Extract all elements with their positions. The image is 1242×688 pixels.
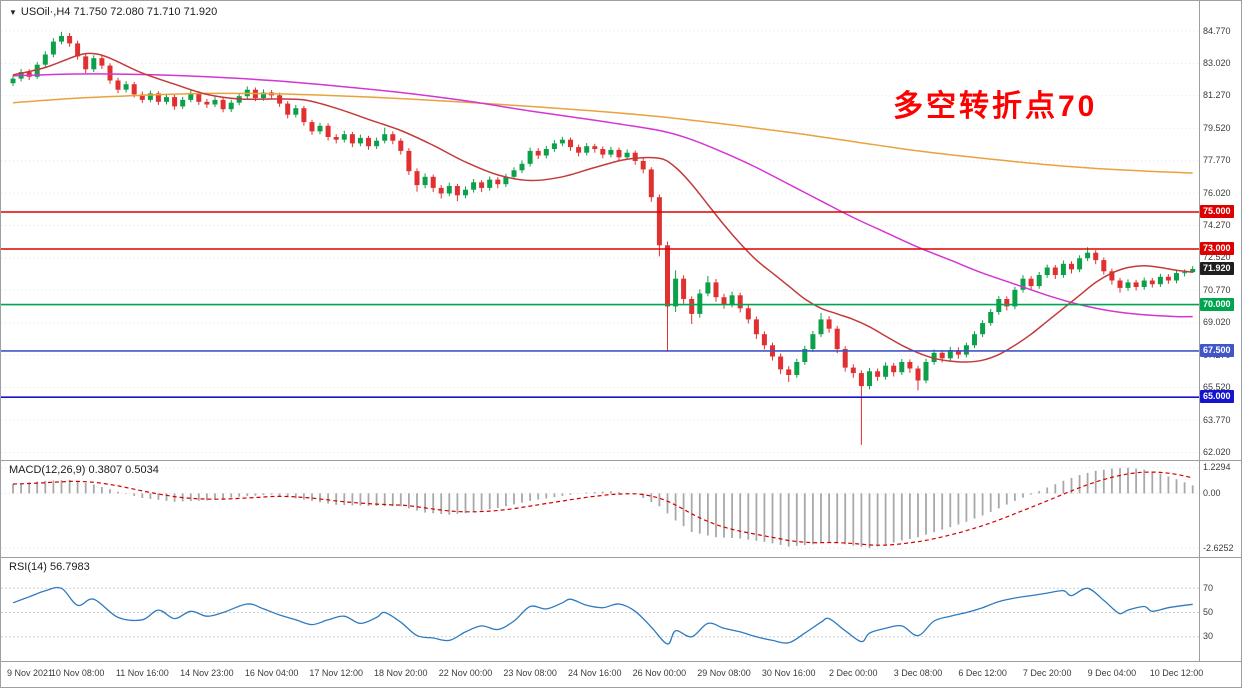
price-tick-label: 77.770 [1203, 155, 1231, 166]
level-price-tag: 75.000 [1200, 205, 1234, 218]
time-tick-label: 10 Nov 08:00 [50, 668, 105, 678]
current-price-tag: 71.920 [1200, 262, 1234, 275]
time-tick-label: 29 Nov 08:00 [697, 668, 751, 678]
candlestick-chart-canvas[interactable] [1, 1, 1199, 460]
price-tick-label: 72.520 [1203, 252, 1231, 263]
level-price-tag: 73.000 [1200, 242, 1234, 255]
rsi-indicator-label: RSI(14) 56.7983 [9, 561, 90, 573]
time-tick-label: 2 Dec 00:00 [829, 668, 878, 678]
price-tick-label: 83.020 [1203, 57, 1231, 68]
price-tick-label: 79.520 [1203, 122, 1231, 133]
price-tick-label: 63.770 [1203, 414, 1231, 425]
time-tick-label: 17 Nov 12:00 [309, 668, 363, 678]
price-tick-label: 81.270 [1203, 90, 1231, 101]
price-tick-label: 65.520 [1203, 382, 1231, 393]
time-tick-label: 22 Nov 00:00 [438, 668, 493, 678]
rsi-chart-canvas[interactable] [1, 558, 1199, 661]
chart-title: ▼ USOil·,H4 71.750 72.080 71.710 71.920 [9, 6, 217, 18]
chart-symbol-label: USOil·,H4 [20, 6, 71, 18]
price-tick-label: 69.020 [1203, 317, 1231, 328]
time-tick-label: 6 Dec 12:00 [958, 668, 1007, 678]
macd-axis-label: 1.2294 [1203, 462, 1231, 473]
price-tick-label: 76.020 [1203, 187, 1231, 198]
time-axis[interactable]: 9 Nov 2021 10 Nov 08:00 11 Nov 16:00 14 Nov… [1, 662, 1241, 687]
time-tick-label: 24 Nov 16:00 [568, 668, 622, 678]
price-tick-label: 84.770 [1203, 25, 1231, 36]
time-tick-label: 9 Dec 04:00 [1087, 668, 1137, 678]
time-tick-label: 26 Nov 00:00 [632, 668, 687, 678]
symbol-list-triangle-icon[interactable]: ▼ [9, 8, 17, 17]
chart-ohlc-values: 71.750 72.080 71.710 71.920 [73, 6, 218, 18]
price-tick-label: 74.270 [1203, 220, 1231, 230]
rsi-axis-label: 50 [1203, 607, 1214, 617]
level-price-tag: 65.000 [1200, 390, 1234, 404]
price-tick-label: 70.770 [1203, 284, 1231, 295]
time-tick-label: 14 Nov 23:00 [180, 668, 234, 678]
time-tick-label: 18 Nov 20:00 [374, 668, 428, 678]
time-tick-label: 7 Dec 20:00 [1022, 668, 1072, 678]
time-tick-label: 3 Dec 08:00 [893, 668, 943, 678]
time-axis-divider [1, 661, 1241, 662]
level-price-tag: 67.500 [1200, 343, 1234, 357]
time-tick-label: 10 Dec 12:00 [1149, 668, 1204, 678]
rsi-axis-label: 70 [1203, 582, 1214, 593]
macd-chart-canvas[interactable] [1, 461, 1199, 556]
chart-annotation-text: 多空转折点70 [893, 90, 1098, 123]
time-tick-label: 11 Nov 16:00 [115, 668, 169, 678]
macd-indicator-label: MACD(12,26,9) 0.3807 0.5034 [9, 464, 159, 476]
macd-axis-label: 0.00 [1203, 487, 1221, 498]
price-tick-label: 62.020 [1203, 446, 1231, 457]
macd-axis-label: -2.6252 [1203, 542, 1234, 553]
rsi-axis-label: 30 [1203, 631, 1214, 642]
price-axis[interactable]: 84.770 83.020 81.270 79.520 77.770 76.020 74.2… [1200, 1, 1241, 661]
time-tick-label: 9 Nov 2021 [7, 668, 54, 678]
level-price-tag: 70.000 [1200, 297, 1234, 311]
time-tick-label: 30 Nov 16:00 [761, 668, 816, 678]
panel-resize-divider[interactable] [1, 460, 1241, 461]
time-tick-label: 16 Nov 04:00 [244, 668, 299, 678]
price-axis-separator [1199, 1, 1200, 661]
time-tick-label: 23 Nov 08:00 [503, 668, 557, 678]
panel-resize-divider[interactable] [1, 557, 1241, 558]
